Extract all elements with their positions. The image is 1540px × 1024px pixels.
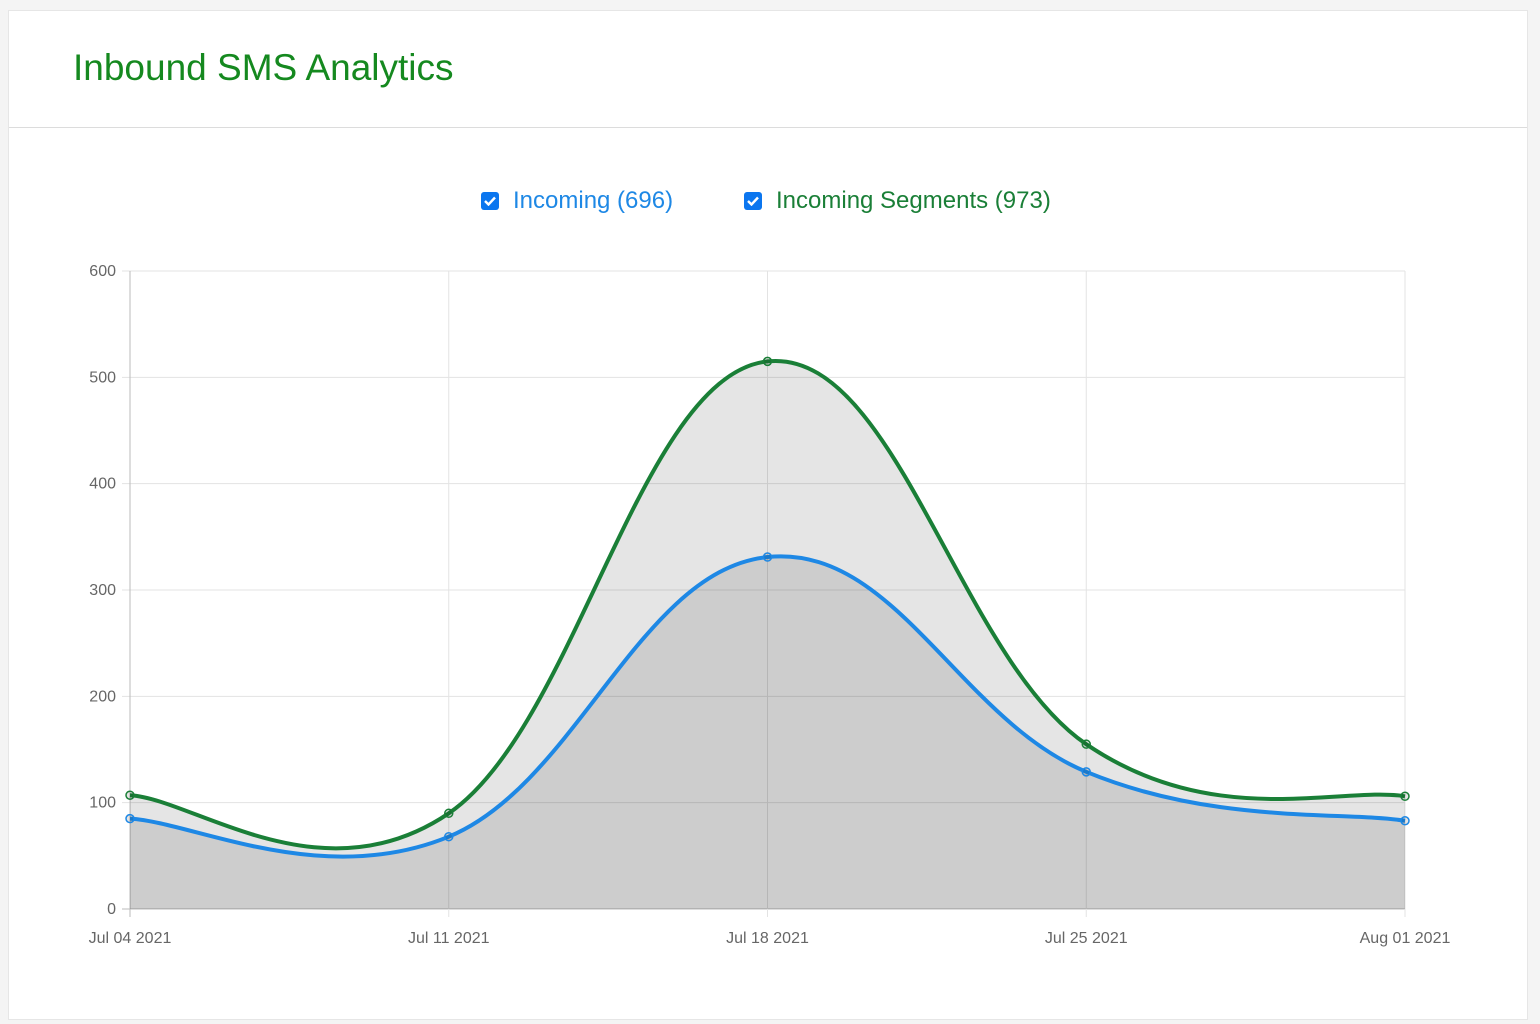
y-tick-label: 100 — [89, 795, 116, 812]
checkbox-icon[interactable] — [744, 192, 762, 210]
data-point — [444, 808, 454, 819]
card-header: Inbound SMS Analytics — [9, 11, 1527, 128]
data-point — [1081, 739, 1091, 749]
y-tick-label: 200 — [89, 688, 116, 705]
x-tick-label: Jul 04 2021 — [89, 930, 172, 947]
series-line-incoming — [129, 554, 1406, 859]
x-tick-label: Jul 18 2021 — [726, 930, 809, 947]
data-point — [444, 831, 454, 842]
page-title: Inbound SMS Analytics — [73, 47, 454, 88]
data-point — [1400, 791, 1410, 802]
x-tick-label: Jul 25 2021 — [1045, 930, 1128, 947]
data-point — [125, 813, 135, 824]
y-tick-label: 400 — [89, 476, 116, 493]
y-tick-label: 500 — [89, 369, 116, 386]
y-tick-label: 0 — [107, 901, 116, 918]
data-point — [125, 790, 135, 800]
x-tick-label: Jul 11 2021 — [408, 930, 490, 947]
series-line-incoming-segments — [129, 359, 1406, 851]
legend-item-incoming-segments[interactable]: Incoming Segments (973) — [744, 187, 1051, 215]
data-point — [1400, 815, 1410, 826]
y-tick-label: 300 — [89, 582, 116, 599]
y-tick-label: 600 — [89, 263, 116, 280]
legend-label: Incoming (696) — [513, 187, 674, 214]
legend-item-incoming[interactable]: Incoming (696) — [481, 187, 673, 215]
area-fill-incoming — [130, 556, 1405, 909]
checkbox-icon[interactable] — [481, 192, 499, 210]
data-point — [762, 552, 773, 562]
data-point — [1081, 767, 1091, 777]
chart-legend: Incoming (696) Incoming Segments (973) — [0, 187, 1540, 227]
legend-label: Incoming Segments (973) — [776, 187, 1051, 214]
x-tick-label: Aug 01 2021 — [1360, 930, 1451, 947]
data-point — [762, 356, 773, 367]
